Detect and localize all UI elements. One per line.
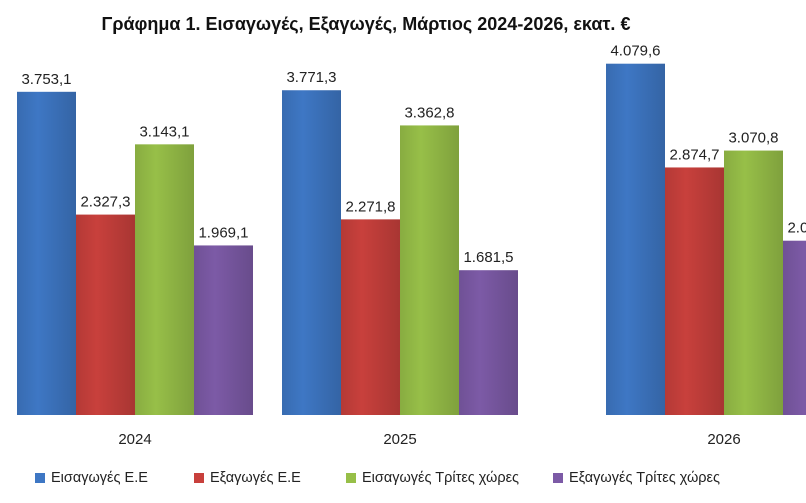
data-label-2025-series-4: 1.681,5 [463,249,513,266]
data-label-2026-series-2: 2.874,7 [669,146,719,163]
bar-shade [135,144,194,415]
bar-shade [783,240,806,415]
x-tick-label-2025: 2025 [383,431,416,448]
legend-item-1: Εισαγωγές Ε.Ε [35,470,148,486]
x-tick-label-2024: 2024 [118,431,151,448]
bar-shade [724,150,783,415]
x-tick-label-2026: 2026 [707,431,740,448]
data-label-2024-series-4: 1.969,1 [198,224,248,241]
legend-swatch [194,473,204,483]
bar-shade [606,63,665,415]
bar-shade [76,214,135,415]
bar-shade [194,245,253,415]
legend-item-3: Εισαγωγές Τρίτες χώρες [346,470,519,486]
bar-shade [17,91,76,415]
data-label-2024-series-2: 2.327,3 [80,194,130,211]
legend-item-4: Εξαγωγές Τρίτες χώρες [553,470,720,486]
legend-item-2: Εξαγωγές Ε.Ε [194,470,301,486]
legend-label: Εξαγωγές Τρίτες χώρες [569,470,720,486]
data-label-2026-series-3: 3.070,8 [728,130,778,147]
bar-shade [459,270,518,415]
legend-label: Εισαγωγές Τρίτες χώρες [362,470,520,486]
legend-swatch [553,473,563,483]
data-label-2026-series-1: 4.079,6 [610,43,660,60]
legend-swatch [35,473,45,483]
bar-shade [341,219,400,415]
data-label-2024-series-1: 3.753,1 [21,71,71,88]
data-label-2025-series-2: 2.271,8 [345,198,395,215]
data-label-2025-series-3: 3.362,8 [404,104,454,121]
legend-label: Εξαγωγές Ε.Ε [210,470,301,486]
legend-swatch [346,473,356,483]
legend-label: Εισαγωγές Ε.Ε [51,470,148,486]
data-label-2024-series-3: 3.143,1 [139,123,189,140]
bar-shade [665,167,724,415]
chart-title: Γράφημα 1. Εισαγωγές, Εξαγωγές, Μάρτιος … [101,14,631,34]
bar-shade [400,125,459,416]
data-label-2025-series-1: 3.771,3 [286,69,336,86]
data-label-2026-series-4: 2.024,0 [787,220,806,237]
bar-shade [282,90,341,415]
chart-legend: Εισαγωγές Ε.Ε Εξαγωγές Ε.Ε Εισαγωγές Τρίτε… [0,470,806,492]
